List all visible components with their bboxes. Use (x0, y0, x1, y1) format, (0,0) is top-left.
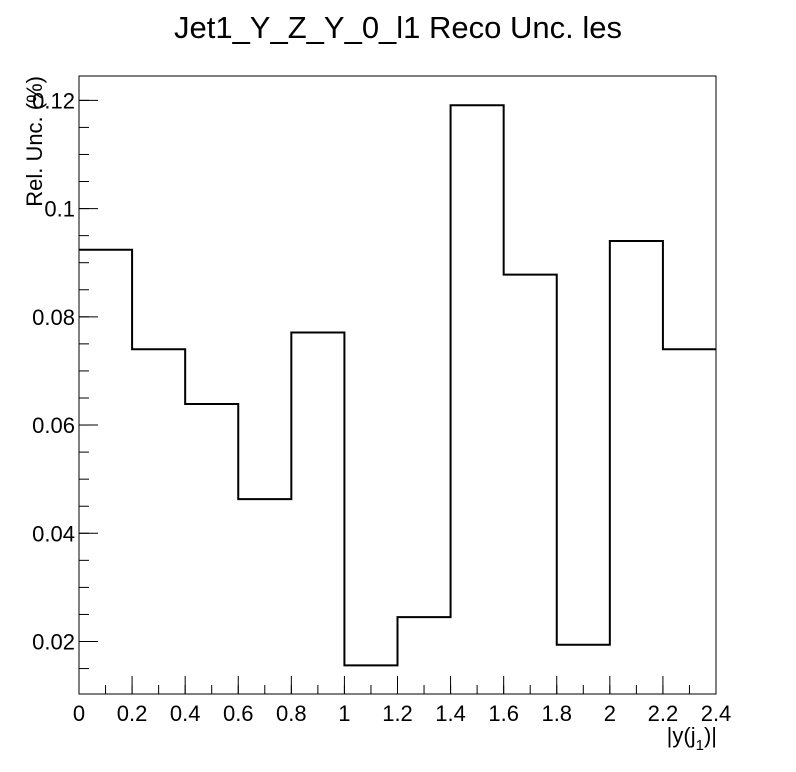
y-tick-label: 0.12 (32, 88, 75, 113)
x-axis-label-subscript: 1 (696, 737, 704, 754)
x-tick-label: 0 (73, 701, 85, 726)
y-tick-label: 0.04 (32, 521, 75, 546)
x-tick-label: 1 (338, 701, 350, 726)
x-tick-label: 1.4 (435, 701, 466, 726)
x-tick-label: 0.6 (223, 701, 254, 726)
y-axis-label: Rel. Unc. (%) (22, 76, 47, 207)
x-tick-label: 0.4 (170, 701, 201, 726)
x-axis-label-main: |y(j (667, 723, 696, 748)
x-tick-label: 1.2 (382, 701, 413, 726)
x-axis-ticks: 0 0.2 0.4 0.6 0.8 1 1.2 1.4 1.6 1.8 2 2.2 2.4 (73, 676, 731, 726)
y-tick-label: 0.06 (32, 413, 75, 438)
x-tick-label: 0.2 (117, 701, 148, 726)
y-tick-label: 0.02 (32, 630, 75, 655)
x-tick-label: 1.8 (541, 701, 572, 726)
chart-title: Jet1_Y_Z_Y_0_l1 Reco Unc. les (174, 10, 622, 45)
y-axis-ticks: 0.02 0.04 0.06 0.08 0.1 0.12 (32, 88, 98, 670)
x-tick-label: 0.8 (276, 701, 307, 726)
histogram-step-line (79, 104, 716, 667)
x-tick-label: 1.6 (488, 701, 519, 726)
x-tick-label: 2.4 (701, 701, 732, 726)
x-tick-label: 2.2 (648, 701, 679, 726)
x-axis-label: |y(j1)| (667, 723, 717, 754)
x-axis-label-end: )| (704, 723, 717, 748)
y-tick-label: 0.1 (44, 197, 75, 222)
x-tick-label: 2 (604, 701, 616, 726)
y-tick-label: 0.08 (32, 305, 75, 330)
